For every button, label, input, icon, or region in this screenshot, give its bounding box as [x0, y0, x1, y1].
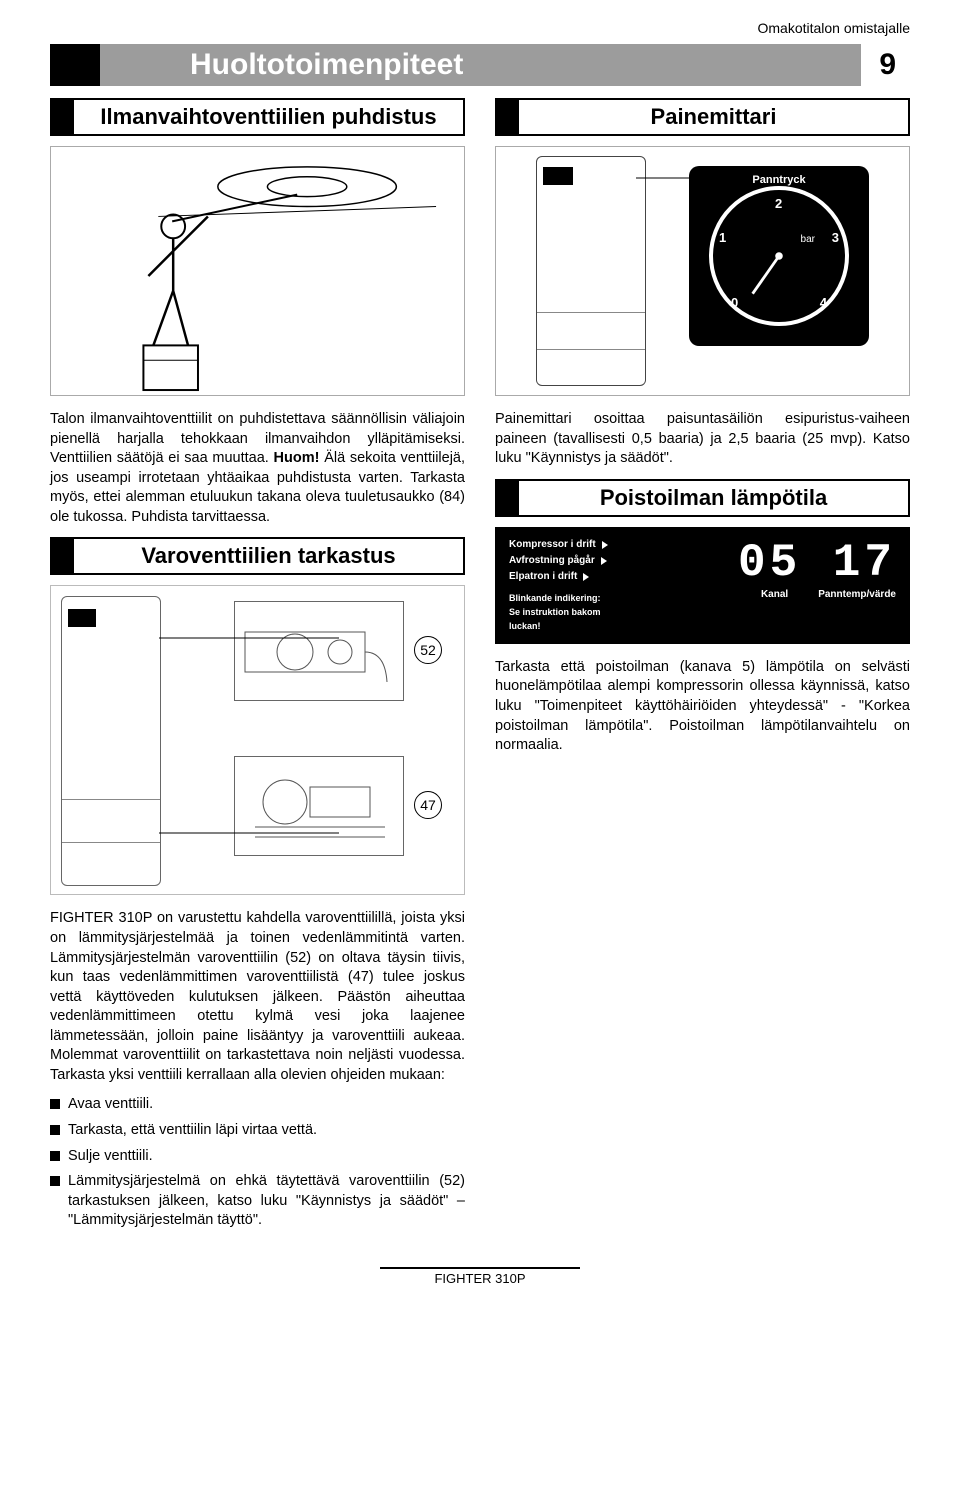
section-header-stripe [52, 100, 74, 134]
bullet-square-icon [50, 1176, 60, 1186]
title-bar-stripe [50, 44, 100, 86]
safety-valve-paragraph: FIGHTER 310P on varustettu kahdella varo… [50, 909, 465, 1085]
exhaust-temp-paragraph: Tarkasta että poistoilman (kanava 5) läm… [495, 658, 910, 756]
valve-detail-upper [234, 601, 404, 701]
bullet-square-icon [50, 1125, 60, 1135]
section-header-exhaust-temp: Poistoilman lämpötila [495, 479, 910, 517]
display-note: Se instruktion bakom [509, 605, 608, 619]
display-note: Blinkande indikering: [509, 591, 608, 605]
indicator-text: Kompressor i drift [509, 537, 596, 553]
note-bold: Huom! [274, 450, 320, 466]
list-text: Avaa venttiili. [68, 1095, 153, 1115]
vent-cleaning-paragraph: Talon ilmanvaihtoventtiilit on puhdistet… [50, 410, 465, 527]
seven-segment-display: 05 17 [738, 537, 896, 589]
triangle-icon [583, 573, 589, 581]
indicator-row: Elpatron i drift [509, 569, 608, 585]
indicator-text: Avfrostning pågår [509, 553, 595, 569]
list-text: Tarkasta, että venttiilin läpi virtaa ve… [68, 1121, 317, 1141]
section-header-safety-valve: Varoventtiilien tarkastus [50, 537, 465, 575]
section-title: Ilmanvaihtoventtiilien puhdistus [74, 100, 463, 134]
section-header-vent-cleaning: Ilmanvaihtoventtiilien puhdistus [50, 98, 465, 136]
pressure-gauge-paragraph: Painemittari osoittaa paisuntasäiliön es… [495, 410, 910, 469]
section-title: Poistoilman lämpötila [519, 481, 908, 515]
list-item: Avaa venttiili. [50, 1095, 465, 1115]
section-title: Painemittari [519, 100, 908, 134]
list-item: Sulje venttiili. [50, 1147, 465, 1167]
check-list: Avaa venttiili. Tarkasta, että venttiili… [50, 1095, 465, 1230]
bullet-square-icon [50, 1151, 60, 1161]
indicator-text: Elpatron i drift [509, 569, 577, 585]
section-title: Varoventtiilien tarkastus [74, 539, 463, 573]
triangle-icon [601, 557, 607, 565]
valve-detail-lower [234, 756, 404, 856]
indicator-row: Avfrostning pågår [509, 553, 608, 569]
display-kanal-label: Kanal [761, 589, 788, 600]
illustration-pressure-gauge: Panntryck 0 1 2 3 4 bar [495, 146, 910, 396]
callout-52: 52 [414, 636, 442, 664]
gauge-label: Panntryck [689, 174, 869, 186]
left-column: Ilmanvaihtoventtiilien puhdistus Talon i… [50, 98, 465, 1237]
illustration-safety-valve: 52 47 [50, 585, 465, 895]
section-header-stripe [497, 100, 519, 134]
list-text: Sulje venttiili. [68, 1147, 153, 1167]
list-text: Lämmitysjärjestelmä on ehkä täytettävä v… [68, 1172, 465, 1231]
section-header-stripe [52, 539, 74, 573]
page-number: 9 [861, 44, 910, 86]
callout-47: 47 [414, 791, 442, 819]
pressure-gauge-panel: Panntryck 0 1 2 3 4 bar [689, 166, 869, 346]
illustration-vent-cleaning [50, 146, 465, 396]
display-note: luckan! [509, 619, 608, 633]
owner-line: Omakotitalon omistajalle [50, 20, 910, 36]
title-bar: Huoltotoimenpiteet 9 [50, 44, 910, 86]
bullet-square-icon [50, 1099, 60, 1109]
section-header-stripe [497, 481, 519, 515]
cabinet-outline [61, 596, 161, 886]
display-indicator-labels: Kompressor i drift Avfrostning pågår Elp… [509, 537, 608, 634]
section-header-pressure-gauge: Painemittari [495, 98, 910, 136]
triangle-icon [602, 541, 608, 549]
footer-model: FIGHTER 310P [380, 1267, 580, 1286]
right-column: Painemittari Panntryck 0 1 2 [495, 98, 910, 1237]
cabinet-outline [536, 156, 646, 386]
page-title: Huoltotoimenpiteet [100, 44, 861, 86]
display-panel: Kompressor i drift Avfrostning pågår Elp… [495, 527, 910, 644]
gauge-dial: 0 1 2 3 4 bar [709, 186, 849, 326]
display-value-label: Panntemp/värde [818, 589, 896, 600]
list-item: Tarkasta, että venttiilin läpi virtaa ve… [50, 1121, 465, 1141]
indicator-row: Kompressor i drift [509, 537, 608, 553]
list-item: Lämmitysjärjestelmä on ehkä täytettävä v… [50, 1172, 465, 1231]
